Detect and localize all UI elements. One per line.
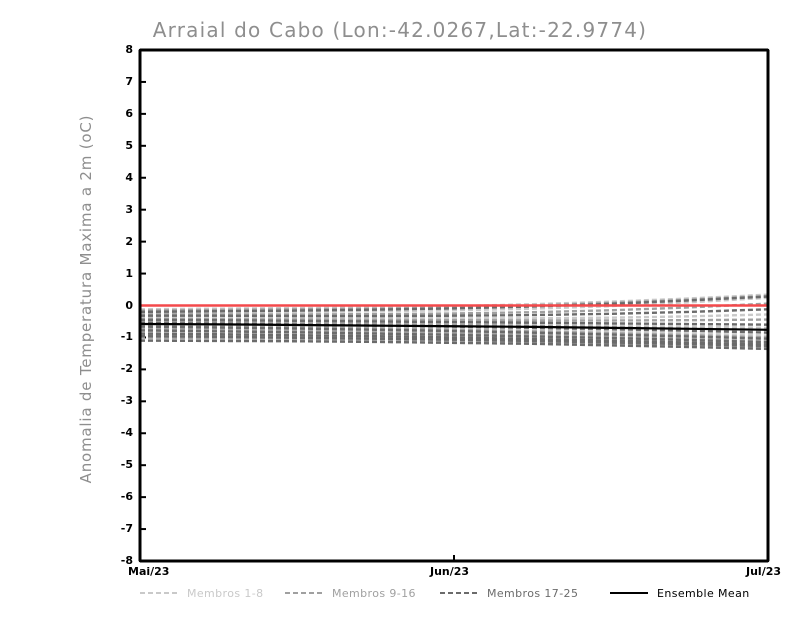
ensemble-mean-line [139, 322, 769, 331]
y-tick-label: 8 [125, 43, 133, 56]
member-line [139, 324, 769, 339]
member-line [139, 325, 769, 340]
member-line [139, 319, 769, 330]
legend-label: Membros 9-16 [332, 586, 416, 600]
legend-item[interactable]: Membros 9-16 [285, 585, 416, 601]
y-tick-label: 1 [125, 266, 133, 280]
y-tick-label: -6 [120, 490, 133, 504]
y-tick-label: 7 [125, 74, 133, 88]
chart-title: Arraial do Cabo (Lon:-42.0267,Lat:-22.97… [152, 18, 648, 42]
member-line [139, 295, 769, 314]
legend-item[interactable]: Membros 1-8 [140, 585, 264, 601]
y-tick-label: -1 [120, 330, 133, 344]
legend-label: Membros 1-8 [187, 586, 264, 600]
legend-swatch-icon [440, 592, 478, 594]
y-tick-label: -5 [120, 458, 133, 472]
y-tick-label: -7 [120, 522, 133, 536]
member-line [139, 329, 769, 344]
member-line [139, 313, 769, 320]
chart-legend: Membros 1-8 Membros 9-16 Membros 17-25 Ense… [120, 585, 780, 603]
x-tick-label: Jun/23 [430, 565, 470, 578]
y-tick-label: 5 [125, 138, 133, 152]
y-tick-label: 3 [125, 202, 133, 216]
member-line [139, 332, 769, 346]
legend-label: Ensemble Mean [657, 586, 750, 600]
legend-item[interactable]: Ensemble Mean [610, 585, 750, 601]
legend-item[interactable]: Membros 17-25 [440, 585, 578, 601]
y-tick-label: -8 [120, 554, 133, 567]
y-tick-label: 4 [125, 170, 133, 184]
y-tick-label: -3 [120, 394, 133, 408]
legend-swatch-icon [610, 592, 648, 594]
member-line [140, 302, 769, 316]
y-tick-label: 0 [125, 298, 133, 312]
x-tick-label: Jul/23 [746, 565, 782, 578]
legend-swatch-icon [285, 592, 323, 594]
y-tick-label: -4 [120, 426, 133, 440]
member-line [139, 339, 769, 351]
member-line [139, 334, 769, 348]
member-line [139, 318, 769, 326]
legend-label: Membros 17-25 [487, 586, 579, 600]
legend-swatch-icon [140, 592, 178, 594]
y-tick-label: -2 [120, 362, 133, 376]
y-tick-label: 6 [125, 106, 133, 120]
member-line [140, 308, 769, 318]
x-tick-label: Mai/23 [128, 565, 170, 578]
y-tick-label: 2 [125, 234, 133, 248]
